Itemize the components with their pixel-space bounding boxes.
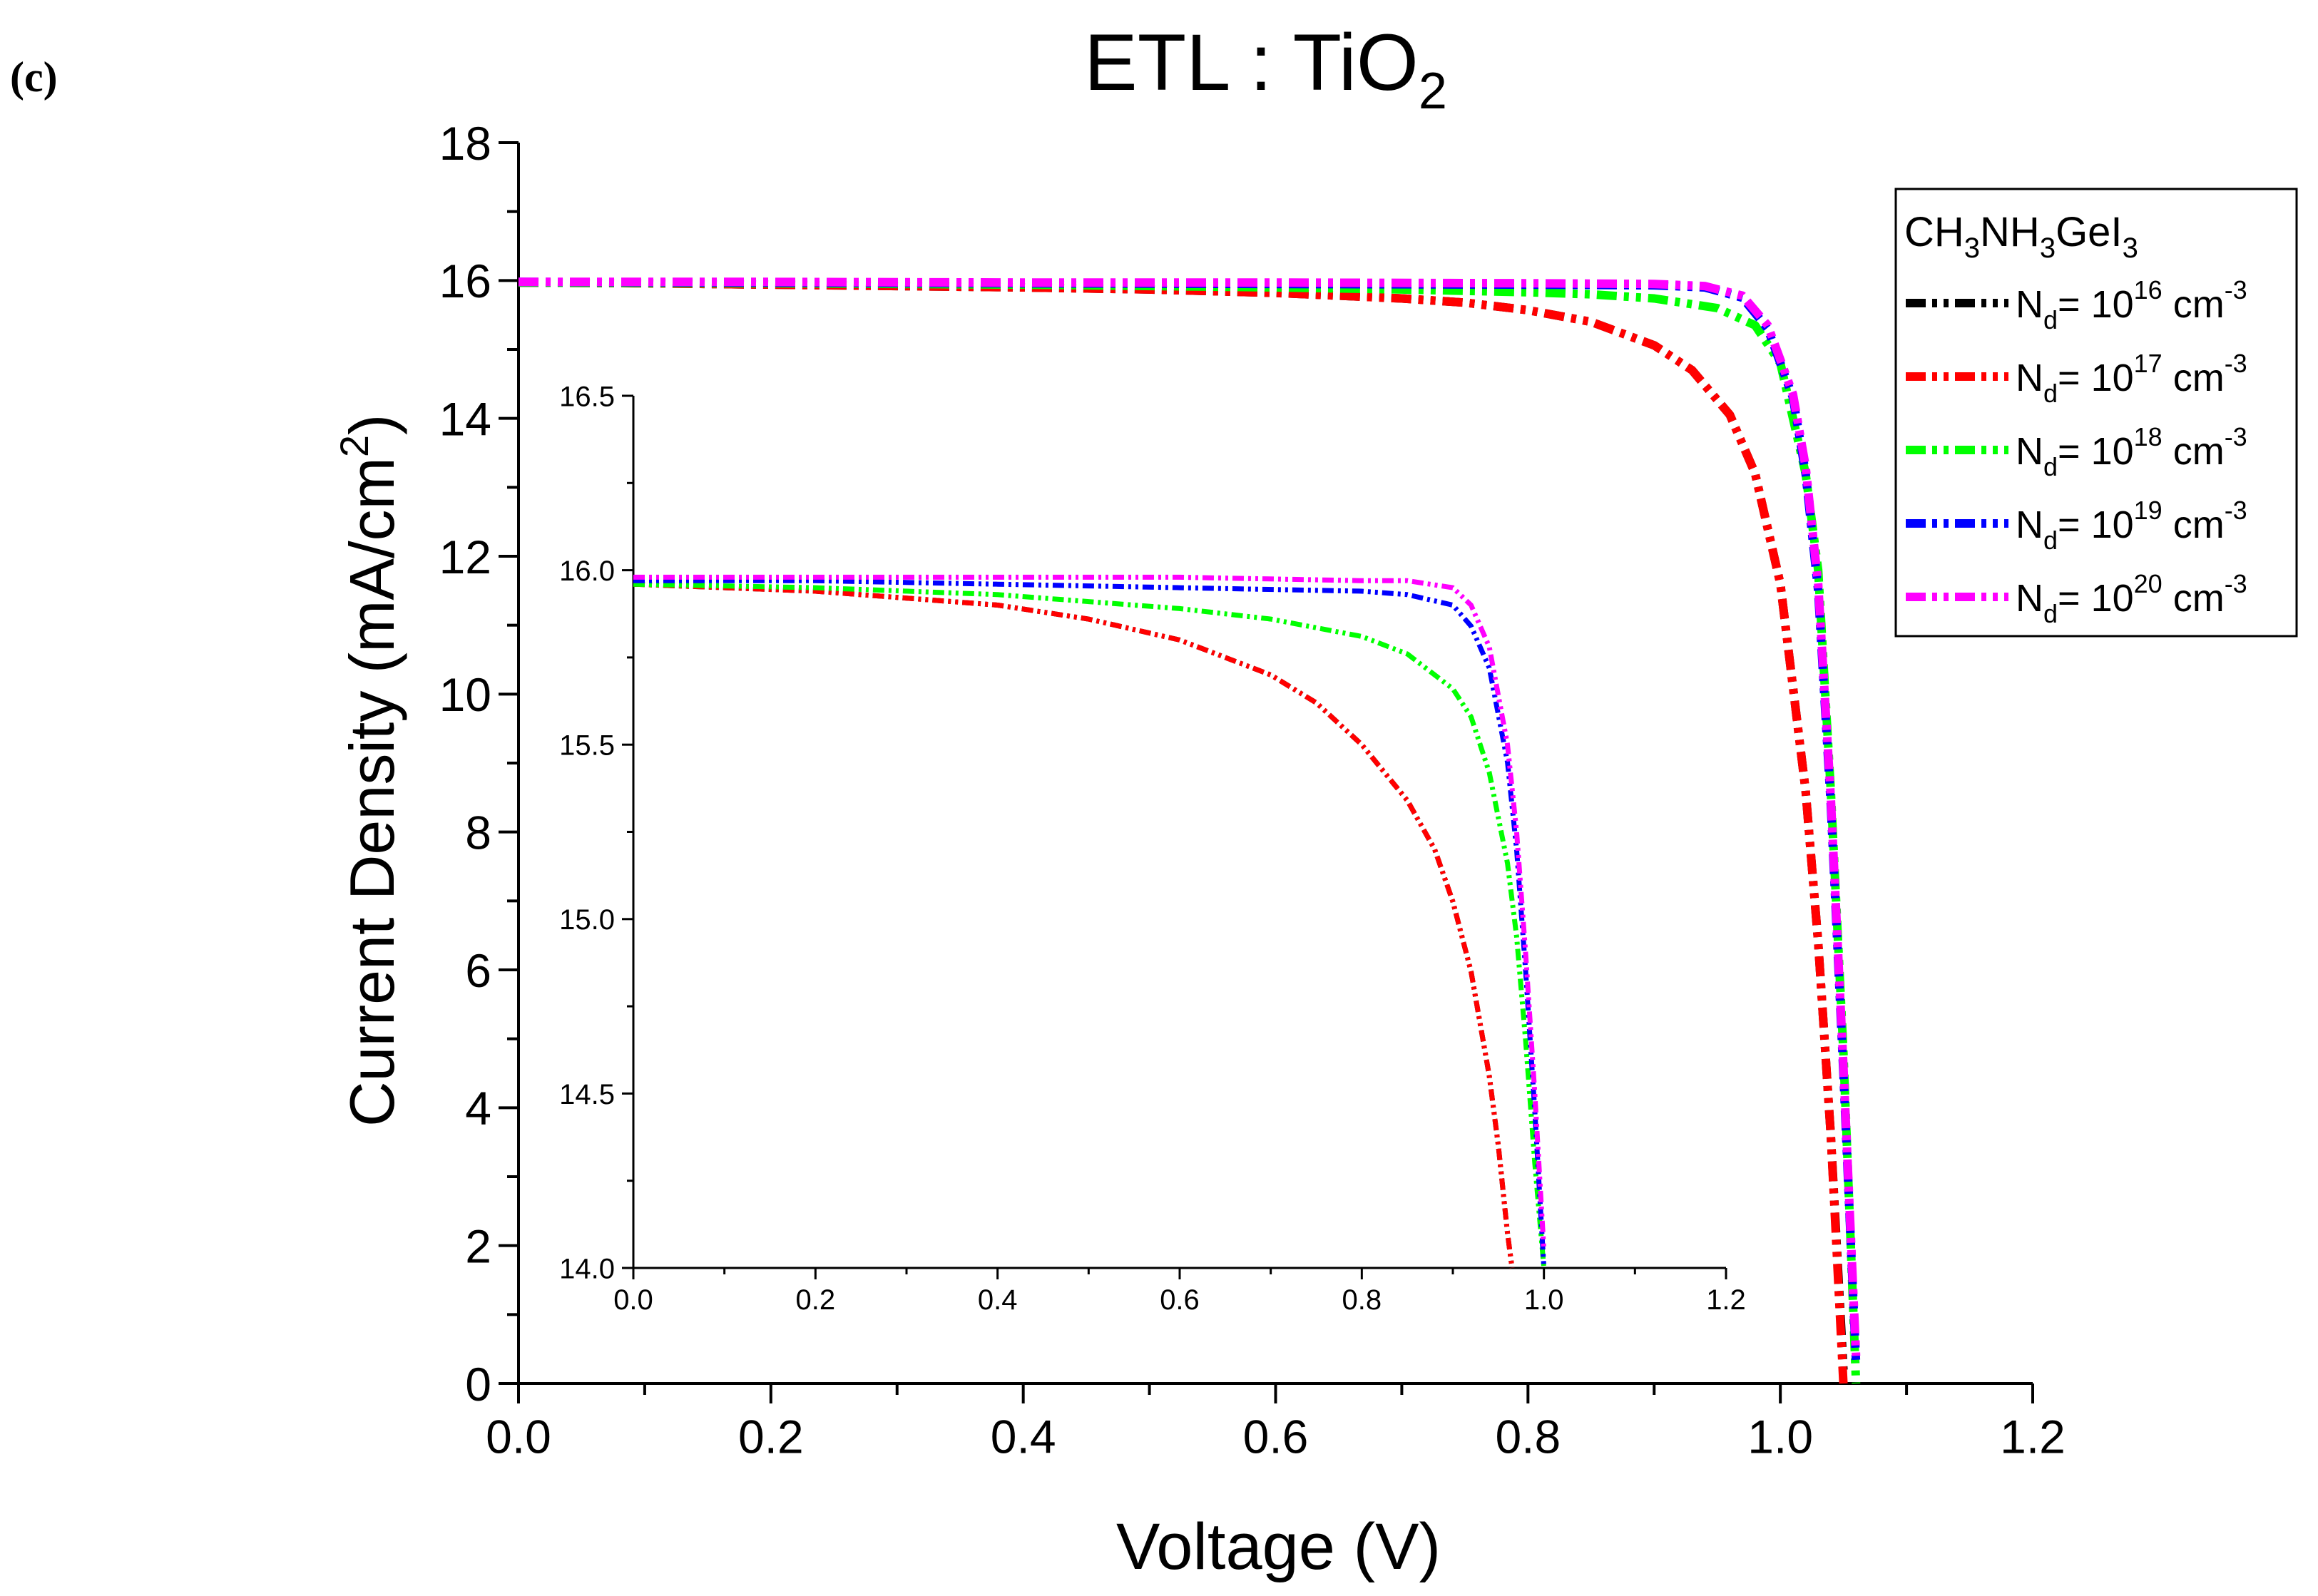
x-axis-label: Voltage (V) — [1116, 1510, 1441, 1583]
inset-series-line-2 — [633, 581, 1515, 1269]
y-axis-label-end: ) — [337, 414, 407, 435]
inset-series-line-5 — [633, 574, 1547, 1251]
panel-label: (c) — [10, 53, 58, 101]
inset-x-tick-label: 1.2 — [1706, 1284, 1746, 1316]
inset-y-tick-label: 14.0 — [559, 1253, 615, 1284]
x-tick-label: 0.2 — [738, 1410, 804, 1463]
inset-plot: 0.0 0.2 0.4 0.6 0.8 1.0 1.2 14.0 14.5 15.0 15.5 16.… — [559, 381, 1746, 1316]
y-tick-label: 12 — [439, 531, 491, 583]
legend-label-4: Nd= 1019 cm-3 — [2016, 496, 2247, 555]
y-tick-label: 2 — [465, 1219, 491, 1272]
y-tick-label: 10 — [439, 668, 491, 721]
x-tick-label: 0.8 — [1495, 1410, 1561, 1463]
inset-x-tick-label: 0.6 — [1160, 1284, 1200, 1316]
inset-y-tick-label: 15.0 — [559, 904, 615, 936]
legend-label-1: Nd= 1016 cm-3 — [2016, 275, 2247, 334]
series-line-4 — [518, 277, 1861, 1364]
y-tick-label: 18 — [439, 117, 491, 170]
y-axis-label-sup: 2 — [332, 435, 377, 457]
inset-y-tick-label: 16.0 — [559, 556, 615, 587]
inset-y-tick-label: 16.5 — [559, 381, 615, 412]
y-tick-label: 14 — [439, 392, 491, 445]
y-tick-label: 6 — [465, 944, 491, 997]
inset-x-tick-label: 0.4 — [978, 1284, 1018, 1316]
x-tick-label: 0.4 — [991, 1410, 1056, 1463]
series-line-3 — [518, 278, 1861, 1384]
legend-box — [1894, 188, 2298, 638]
chart-title: ETL : TiO2 — [1084, 18, 1447, 120]
legend-label-5: Nd= 1020 cm-3 — [2016, 569, 2247, 628]
y-tick-label: 0 — [465, 1358, 491, 1411]
inset-series-line-1 — [633, 581, 1515, 1269]
y-tick-label: 4 — [465, 1082, 491, 1135]
x-tick-label: 0.0 — [486, 1410, 551, 1463]
legend-title: CH3NH3GeI3 — [1904, 209, 2138, 264]
main-plot: 0.0 0.2 0.4 0.6 0.8 1.0 1.2 0 2 4 6 8 10 12 14 16 18 — [439, 117, 2066, 1463]
inset-x-tick-label: 0.0 — [613, 1284, 653, 1316]
series-line-2 — [518, 278, 1848, 1384]
y-axis-label-main: Current Density (mA/cm — [337, 457, 407, 1127]
x-tick-label: 0.6 — [1243, 1410, 1309, 1463]
legend-label-2: Nd= 1017 cm-3 — [2016, 349, 2247, 408]
chart-title-main: ETL : TiO — [1084, 18, 1419, 107]
inset-y-tick-label: 14.5 — [559, 1079, 615, 1110]
inset-x-tick-label: 0.2 — [796, 1284, 836, 1316]
inset-y-tick-label: 15.5 — [559, 730, 615, 762]
y-axis-label: Current Density (mA/cm2) — [332, 414, 407, 1127]
legend: CH3NH3GeI3 Nd= 1016 cm-3 Nd= 1017 cm-3 Nd=… — [1894, 188, 2298, 638]
y-tick-label: 16 — [439, 255, 491, 307]
inset-series-line-3 — [633, 581, 1547, 1269]
x-tick-label: 1.0 — [1747, 1410, 1813, 1463]
inset-series-line-4 — [633, 578, 1547, 1269]
legend-label-3: Nd= 1018 cm-3 — [2016, 422, 2247, 481]
y-tick-label: 8 — [465, 806, 491, 859]
inset-x-tick-label: 1.0 — [1524, 1284, 1564, 1316]
series-line-5 — [519, 277, 1861, 1356]
inset-x-tick-label: 0.8 — [1342, 1284, 1382, 1316]
chart-title-subscript: 2 — [1419, 63, 1447, 120]
x-tick-label: 1.2 — [2000, 1410, 2066, 1463]
series-line-1 — [518, 278, 1848, 1371]
